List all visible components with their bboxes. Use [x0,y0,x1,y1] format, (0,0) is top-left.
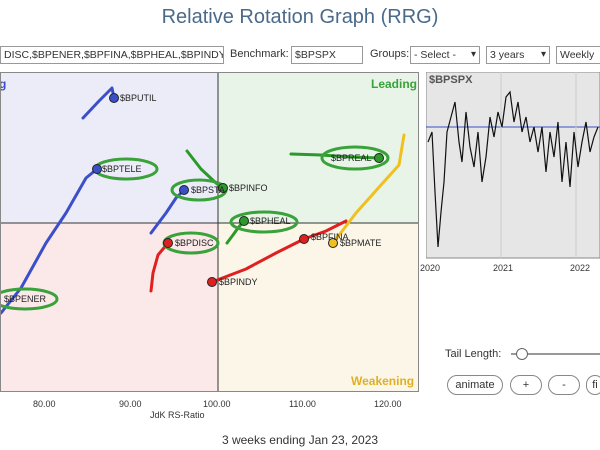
benchmark-input[interactable]: $BPSPX [291,46,363,64]
point-bpreal[interactable] [374,153,384,163]
leading-quadrant [218,73,418,223]
year-2020: 2020 [420,263,441,273]
benchmark-chart-bg [425,71,600,259]
label-bpener: $BPENER [4,294,47,304]
period-select-value: 3 years [490,49,525,61]
point-bpindy[interactable] [207,277,217,287]
groups-label: Groups: [370,48,410,60]
improving-label: g [1,77,6,91]
minus-button[interactable]: - [548,375,580,395]
label-bptele: $BPTELE [102,164,142,174]
benchmark-label: Benchmark: [230,48,289,60]
highlight-bpheal [229,210,299,234]
label-bputil: $BPUTIL [120,93,157,103]
period-select[interactable]: 3 years [486,46,550,64]
benchmark-chart: $BPSPX [425,71,600,272]
year-2022: 2022 [570,263,591,273]
highlight-bpreal [320,145,390,171]
tail-bpindy [210,237,306,284]
fit-button[interactable]: fi [586,375,600,395]
symbols-input[interactable]: DISC,$BPENER,$BPFINA,$BPHEAL,$BPINDY\ [0,46,224,64]
benchmark-svg [425,71,600,259]
tail-bputil [81,86,116,120]
benchmark-line [427,90,599,248]
tail-bpsta [149,188,186,235]
rrg-plot[interactable]: $BPUTIL $BPTELE $BPENER $BPSTA $BPINFO $… [0,72,419,392]
groups-select[interactable]: - Select - [410,46,480,64]
rrg-svg: $BPUTIL $BPTELE $BPENER $BPSTA $BPINFO $… [1,73,418,391]
tail-bpfina [302,219,348,241]
improving-quadrant [1,73,218,223]
weakening-label: Weakening [351,374,415,388]
groups-select-value: - Select - [414,49,457,61]
tail-length-slider-handle[interactable] [516,348,528,360]
weakening-quadrant [218,223,418,391]
label-bpfina: $BPFINA [311,232,349,242]
x-tick-90: 90.00 [119,399,142,409]
x-tick-80: 80.00 [33,399,56,409]
label-bpindy: $BPINDY [219,277,258,287]
label-bpmate: $BPMATE [340,238,381,248]
label-bpheal: $BPHEAL [250,216,291,226]
x-tick-120: 120.00 [374,399,402,409]
x-axis-label: JdK RS-Ratio [150,410,205,420]
point-bpheal[interactable] [239,216,249,226]
frequency-select[interactable]: Weekly [556,46,600,64]
year-2021: 2021 [493,263,514,273]
frequency-select-value: Weekly [560,49,595,61]
benchmark-symbol: $BPSPX [429,74,473,86]
plus-button[interactable]: + [510,375,542,395]
point-bptele[interactable] [92,164,102,174]
x-tick-100: 100.00 [203,399,231,409]
tail-bpdisc [149,241,170,293]
tail-length-track[interactable] [511,353,600,355]
leading-label: Leading [371,77,418,91]
toolbar: DISC,$BPENER,$BPFINA,$BPHEAL,$BPINDY\ Be… [0,44,600,68]
point-bpfina[interactable] [299,234,309,244]
tail-length-label: Tail Length: [445,348,502,360]
point-bputil[interactable] [109,93,119,103]
point-bpinfo[interactable] [218,183,228,193]
tail-bptele [1,167,99,315]
x-tick-110: 110.00 [289,399,316,409]
animate-button[interactable]: animate [447,375,503,395]
app-title: Relative Rotation Graph (RRG) [161,6,439,28]
point-bpsta[interactable] [179,185,189,195]
label-bpreal: $BPREAL [331,153,372,163]
point-bpdisc[interactable] [163,238,173,248]
label-bpinfo: $BPINFO [229,183,268,193]
label-bpdisc: $BPDISC [175,238,214,248]
tail-bpmate [331,133,406,245]
period-footer: 3 weeks ending Jan 23, 2023 [221,433,379,447]
tail-bpreal [289,152,381,160]
label-bpsta: $BPSTA [191,185,225,195]
highlight-bpener [1,287,59,311]
point-bpmate[interactable] [328,238,338,248]
